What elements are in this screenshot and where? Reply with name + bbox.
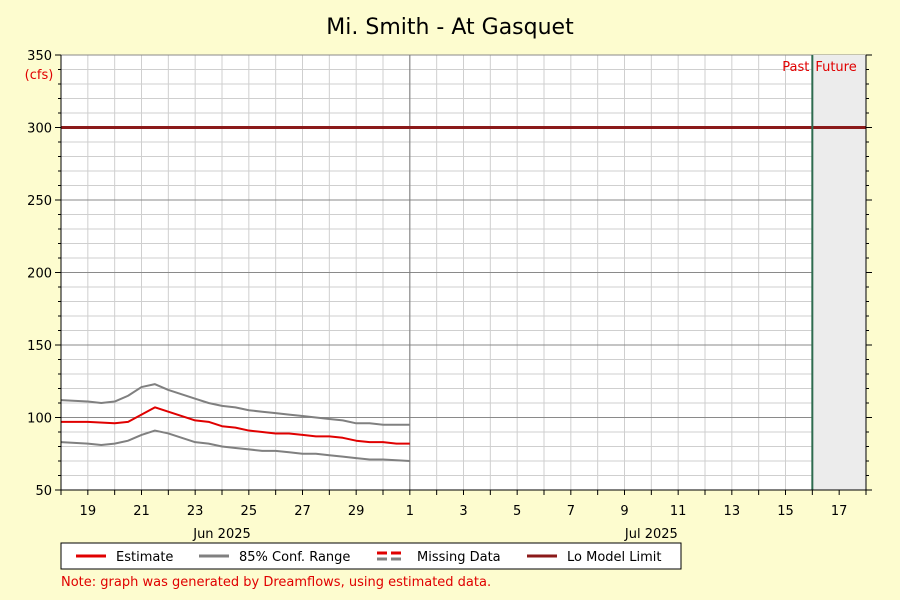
- x-tick-label: 7: [567, 504, 575, 519]
- legend-entry-label: Lo Model Limit: [567, 550, 662, 565]
- future-label: Future: [815, 60, 856, 75]
- legend-entry-label: Missing Data: [417, 550, 501, 565]
- legend-entry-label: 85% Conf. Range: [239, 550, 350, 565]
- x-tick-label: 21: [133, 504, 150, 519]
- x-tick-label: 19: [80, 504, 97, 519]
- x-tick-label: 25: [241, 504, 258, 519]
- series-conf-upper-line: [60, 383, 410, 426]
- marks: Past Future: [61, 55, 866, 490]
- x-tick-label: 17: [831, 504, 848, 519]
- x-tick-label: 27: [294, 504, 311, 519]
- x-tick-label: 23: [187, 504, 204, 519]
- y-tick-label: 250: [27, 194, 52, 209]
- y-tick-label: 350: [27, 49, 52, 64]
- x-tick-label: 9: [620, 504, 628, 519]
- x-tick-label: 3: [459, 504, 467, 519]
- x-tick-label: 29: [348, 504, 365, 519]
- chart-note: Note: graph was generated by Dreamflows,…: [61, 575, 491, 590]
- y-tick-label: 200: [27, 267, 52, 282]
- x-tick-label: 13: [724, 504, 741, 519]
- past-label: Past: [782, 60, 809, 75]
- y-tick-label: 150: [27, 339, 52, 354]
- chart-title: Mi. Smith - At Gasquet: [326, 15, 574, 40]
- future-region: [812, 55, 866, 490]
- x-tick-label: 11: [670, 504, 687, 519]
- x-tick-label: 15: [777, 504, 794, 519]
- series-layer: [60, 383, 410, 462]
- legend-entry-label: Estimate: [116, 550, 173, 565]
- legend: Estimate 85% Conf. Range Missing Data Lo Mo…: [60, 542, 682, 570]
- y-axis-unit-label: (cfs): [25, 68, 54, 83]
- y-tick-label: 300: [27, 122, 52, 137]
- legend-box: [60, 542, 682, 570]
- y-tick-label: 100: [27, 412, 52, 427]
- y-tick-label: 50: [35, 484, 52, 499]
- series-conf-lower-line: [60, 429, 410, 462]
- future-shading: [812, 55, 866, 490]
- series-estimate-line: [61, 406, 410, 445]
- x-month-label: Jun 2025: [192, 527, 251, 542]
- x-tick-label: 5: [513, 504, 521, 519]
- x-tick-label: 1: [406, 504, 414, 519]
- x-month-label: Jul 2025: [624, 527, 678, 542]
